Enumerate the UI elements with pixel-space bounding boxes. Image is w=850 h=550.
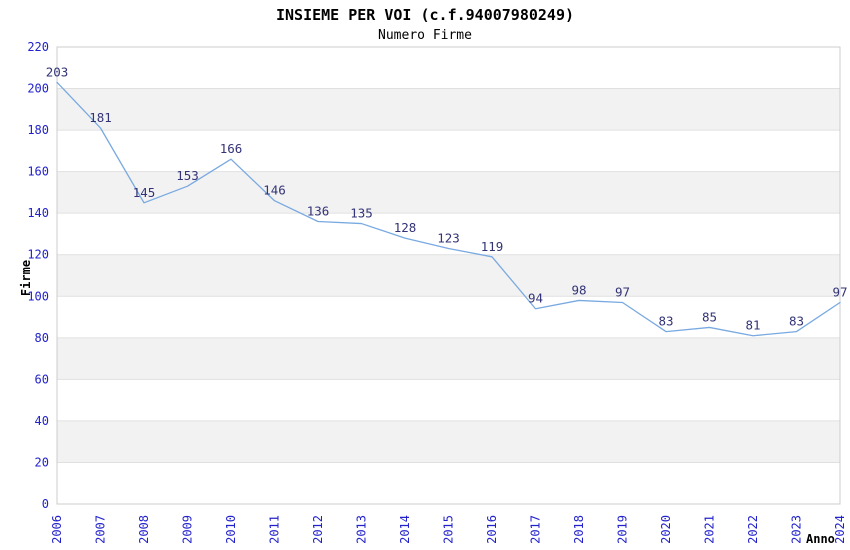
plot-border: [56, 46, 841, 505]
data-point-label: 85: [702, 309, 717, 324]
x-tick-label: 2011: [268, 515, 282, 544]
data-point-label: 123: [437, 230, 460, 245]
data-point-label: 135: [350, 206, 373, 221]
data-point-label: 203: [46, 64, 69, 79]
data-point-label: 181: [89, 110, 112, 125]
data-point-label: 136: [307, 203, 330, 218]
plot-background-band: [57, 337, 840, 380]
x-tick-label: 2010: [224, 515, 238, 544]
x-tick-label: 2007: [94, 515, 108, 544]
data-point-label: 83: [789, 314, 804, 329]
data-point-label: 119: [481, 239, 504, 254]
data-point-label: 128: [394, 220, 417, 235]
x-tick-label: 2021: [703, 515, 717, 544]
y-tick-label: 160: [27, 165, 49, 179]
chart-title: INSIEME PER VOI (c.f.94007980249): [275, 6, 574, 24]
y-tick-label: 0: [42, 497, 49, 511]
data-point-label: 83: [658, 314, 673, 329]
y-tick-label: 180: [27, 123, 49, 137]
data-point-label: 166: [220, 141, 243, 156]
y-tick-label: 40: [35, 414, 49, 428]
data-point-label: 145: [133, 185, 156, 200]
y-tick-label: 20: [35, 455, 49, 469]
y-tick-label: 100: [27, 289, 49, 303]
x-tick-label: 2012: [311, 515, 325, 544]
x-tick-label: 2013: [355, 515, 369, 544]
x-tick-label: 2022: [746, 515, 760, 544]
data-point-label: 97: [615, 285, 630, 300]
data-point-label: 94: [528, 291, 543, 306]
x-tick-label: 2017: [529, 515, 543, 544]
data-point-label: 153: [176, 168, 199, 183]
y-tick-label: 120: [27, 248, 49, 262]
data-point-label: 146: [263, 183, 286, 198]
data-series-line: [56, 81, 841, 337]
data-point-label: 81: [745, 318, 760, 333]
plot-background-band: [57, 171, 840, 214]
chart-subtitle: Numero Firme: [378, 28, 472, 43]
x-tick-label: 2019: [616, 515, 630, 544]
x-tick-label: 2006: [50, 515, 64, 544]
x-tick-label: 2018: [572, 515, 586, 544]
plot-background-band: [57, 254, 840, 297]
x-tick-label: 2024: [833, 515, 847, 544]
x-tick-label: 2023: [790, 515, 804, 544]
data-point-label: 98: [571, 282, 586, 297]
x-tick-label: 2008: [137, 515, 151, 544]
x-tick-label: 2009: [181, 515, 195, 544]
plot-background-band: [57, 420, 840, 463]
x-tick-label: 2015: [442, 515, 456, 544]
x-tick-label: 2014: [398, 515, 412, 544]
y-tick-label: 60: [35, 372, 49, 386]
x-axis-title: Anno: [806, 532, 835, 546]
y-tick-label: 80: [35, 331, 49, 345]
x-tick-label: 2020: [659, 515, 673, 544]
y-tick-label: 140: [27, 206, 49, 220]
data-point-label: 97: [832, 285, 847, 300]
plot-background-band: [57, 88, 840, 131]
y-tick-label: 220: [27, 40, 49, 54]
y-tick-label: 200: [27, 82, 49, 96]
x-tick-label: 2016: [485, 515, 499, 544]
